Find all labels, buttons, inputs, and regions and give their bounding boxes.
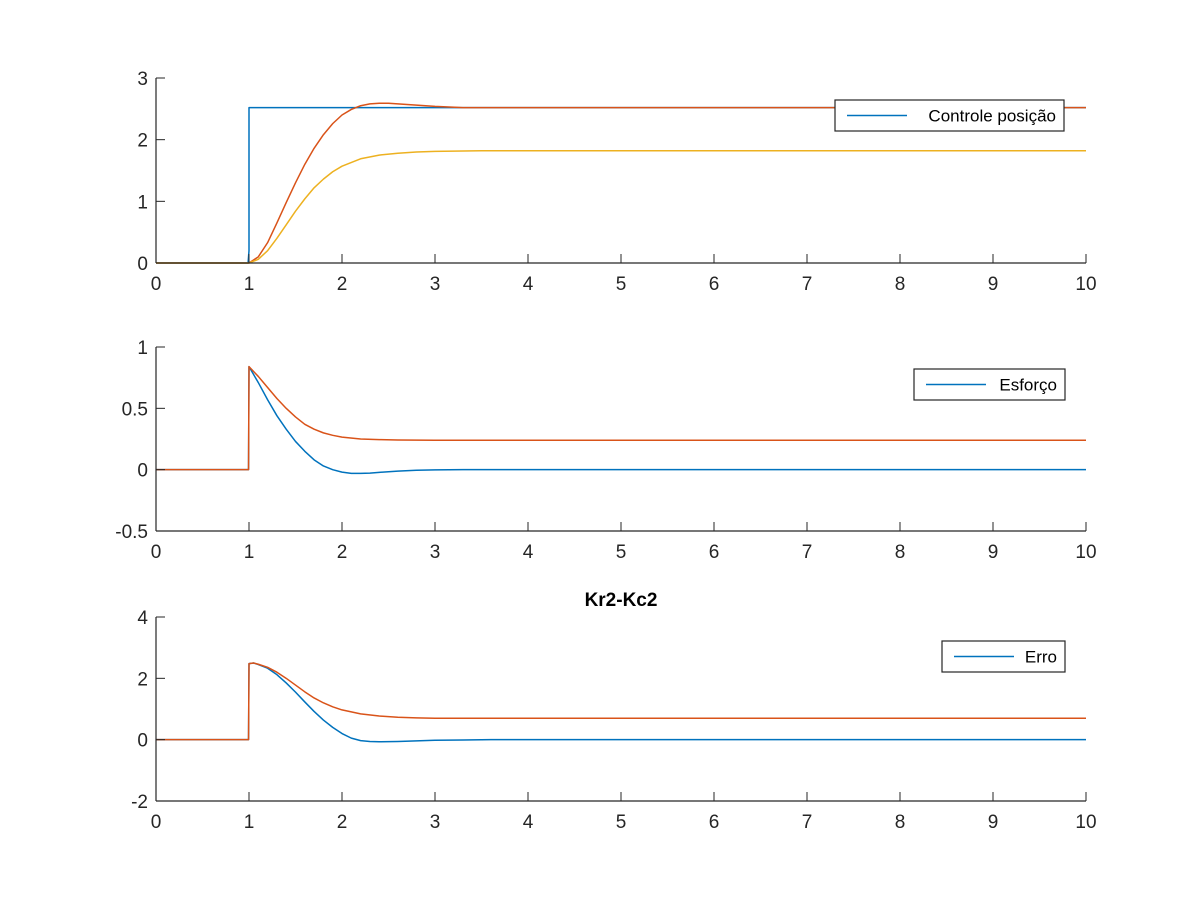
x-tick-label: 8 bbox=[895, 274, 906, 295]
legend: Controle posição bbox=[834, 99, 1065, 132]
x-tick-label: 10 bbox=[1075, 542, 1096, 563]
y-tick-label: 0 bbox=[137, 254, 148, 275]
x-tick-label: 7 bbox=[802, 542, 813, 563]
x-tick-label: 9 bbox=[988, 812, 999, 833]
x-tick-label: 6 bbox=[709, 542, 720, 563]
y-tick-label: -0.5 bbox=[115, 522, 148, 543]
x-tick-label: 6 bbox=[709, 274, 720, 295]
series-line-1 bbox=[156, 662, 1086, 743]
x-tick-label: 1 bbox=[244, 812, 255, 833]
x-tick-label: 9 bbox=[988, 542, 999, 563]
plot-title: Kr2-Kc2 bbox=[585, 590, 658, 611]
series-line-2 bbox=[156, 662, 1086, 741]
x-tick-label: 0 bbox=[151, 274, 162, 295]
y-tick-label: 0 bbox=[137, 461, 148, 482]
series-line-1 bbox=[156, 365, 1086, 475]
legend-label: Controle posição bbox=[928, 107, 1056, 126]
y-tick-label: 1 bbox=[137, 192, 148, 213]
x-tick-label: 4 bbox=[523, 274, 534, 295]
x-tick-label: 0 bbox=[151, 812, 162, 833]
x-tick-label: 4 bbox=[523, 542, 534, 563]
x-tick-label: 8 bbox=[895, 542, 906, 563]
x-tick-label: 10 bbox=[1075, 812, 1096, 833]
x-tick-label: 5 bbox=[616, 542, 627, 563]
y-tick-label: 0 bbox=[137, 731, 148, 752]
y-tick-label: 2 bbox=[137, 131, 148, 152]
y-tick-label: 1 bbox=[137, 338, 148, 359]
x-tick-label: 1 bbox=[244, 542, 255, 563]
x-tick-label: 9 bbox=[988, 274, 999, 295]
x-tick-label: 2 bbox=[337, 274, 348, 295]
x-tick-label: 7 bbox=[802, 274, 813, 295]
x-tick-label: 3 bbox=[430, 542, 441, 563]
x-tick-label: 7 bbox=[802, 812, 813, 833]
legend: Erro bbox=[941, 640, 1066, 673]
y-tick-label: 4 bbox=[137, 608, 148, 629]
x-tick-label: 2 bbox=[337, 812, 348, 833]
subplot-top: 0 1 2 3 4 5 6 7 8 9 10 0 1 2 3 Controle posição bbox=[137, 69, 1096, 295]
y-tick-label: -2 bbox=[131, 792, 148, 813]
series-line-2 bbox=[156, 102, 1086, 264]
y-tick-label: 2 bbox=[137, 669, 148, 690]
y-tick-label: 0.5 bbox=[122, 399, 148, 420]
x-tick-label: 3 bbox=[430, 274, 441, 295]
x-tick-label: 5 bbox=[616, 812, 627, 833]
legend-label: Erro bbox=[1025, 648, 1057, 667]
series-line-3 bbox=[156, 150, 1086, 264]
x-tick-label: 0 bbox=[151, 542, 162, 563]
series-line-2 bbox=[156, 365, 1086, 471]
y-tick-label: 3 bbox=[137, 69, 148, 90]
x-tick-label: 2 bbox=[337, 542, 348, 563]
x-tick-label: 10 bbox=[1075, 274, 1096, 295]
x-tick-label: 6 bbox=[709, 812, 720, 833]
x-tick-label: 3 bbox=[430, 812, 441, 833]
legend-label: Esforço bbox=[999, 376, 1057, 395]
x-tick-label: 8 bbox=[895, 812, 906, 833]
x-tick-label: 1 bbox=[244, 274, 255, 295]
legend: Esforço bbox=[913, 368, 1066, 401]
x-tick-label: 5 bbox=[616, 274, 627, 295]
x-tick-label: 4 bbox=[523, 812, 534, 833]
